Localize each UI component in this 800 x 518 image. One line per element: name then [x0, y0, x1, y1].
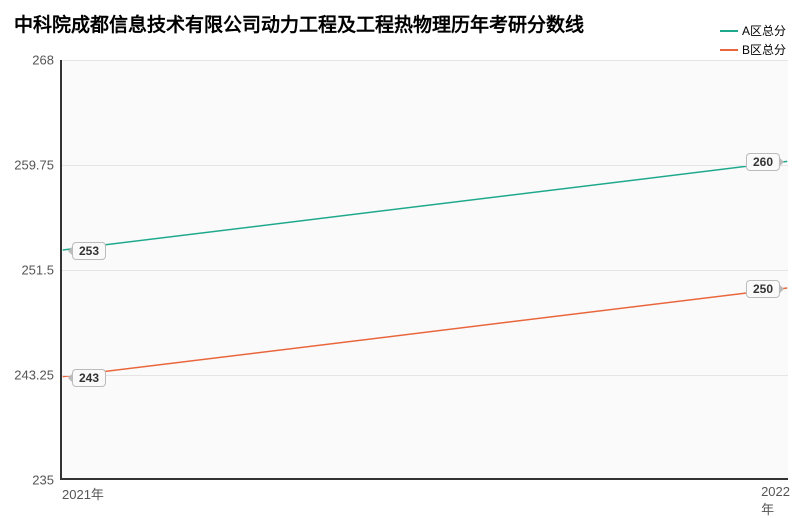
gridline: [62, 165, 788, 166]
y-tick-label: 235: [32, 473, 62, 488]
legend-swatch-b: [720, 49, 738, 51]
gridline: [62, 60, 788, 61]
legend-label-a: A区总分: [742, 22, 786, 39]
data-point-label: 253: [72, 242, 106, 260]
series-line: [63, 161, 788, 250]
chart-container: 中科院成都信息技术有限公司动力工程及工程热物理历年考研分数线 A区总分 B区总分…: [0, 0, 800, 500]
chart-title: 中科院成都信息技术有限公司动力工程及工程热物理历年考研分数线: [14, 10, 584, 37]
gridline: [62, 375, 788, 376]
y-tick-label: 251.5: [21, 263, 62, 278]
data-point-label: 260: [746, 153, 780, 171]
y-tick-label: 243.25: [14, 368, 62, 383]
data-point-label: 250: [746, 280, 780, 298]
series-line: [63, 288, 788, 377]
legend-item-a: A区总分: [720, 22, 786, 39]
x-tick-label: 2021年: [62, 478, 104, 503]
gridline: [62, 270, 788, 271]
legend-label-b: B区总分: [742, 41, 786, 58]
y-tick-label: 268: [32, 53, 62, 68]
legend: A区总分 B区总分: [720, 22, 786, 60]
data-point-label: 243: [72, 369, 106, 387]
legend-swatch-a: [720, 30, 738, 32]
x-tick-label: 2022年: [761, 478, 790, 518]
legend-item-b: B区总分: [720, 41, 786, 58]
line-layer: [62, 60, 788, 478]
plot-area: 235243.25251.5259.752682021年2022年2532602…: [60, 60, 788, 480]
y-tick-label: 259.75: [14, 158, 62, 173]
